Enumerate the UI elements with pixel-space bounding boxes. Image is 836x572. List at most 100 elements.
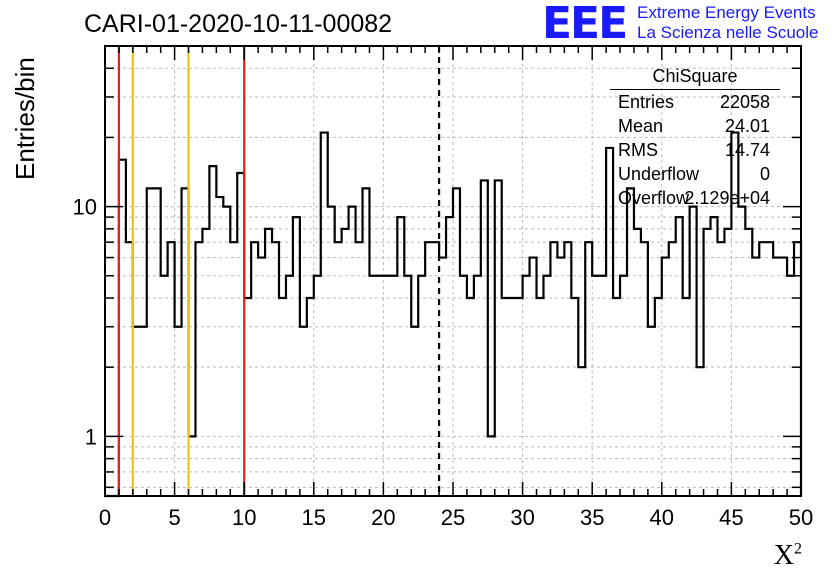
histogram-bin — [704, 229, 711, 496]
histogram-bin — [717, 242, 724, 496]
histogram-bin — [627, 188, 634, 496]
histogram-bin — [780, 258, 787, 496]
x-tick-label: 45 — [719, 505, 743, 530]
histogram-bin — [662, 258, 669, 496]
histogram-bin — [592, 276, 599, 496]
histogram-bin — [773, 258, 780, 496]
stats-value: 2.129e+04 — [684, 188, 770, 208]
histogram-bin — [711, 217, 718, 496]
histogram-bin — [509, 298, 516, 496]
histogram-bin — [300, 327, 307, 496]
histogram-bin — [397, 217, 404, 496]
histogram-bin — [376, 276, 383, 496]
stats-title: ChiSquare — [610, 66, 780, 90]
eee-logo-text: Extreme Energy Events La Scienza nelle S… — [637, 3, 818, 43]
x-tick-label: 15 — [302, 505, 326, 530]
histogram-bin — [460, 276, 467, 496]
histogram-bin — [634, 229, 641, 496]
histogram-bin — [404, 276, 411, 496]
histogram-bin — [161, 276, 168, 496]
x-tick-label: 50 — [789, 505, 813, 530]
histogram-bin — [140, 327, 147, 496]
histogram-bin — [578, 367, 585, 496]
histogram-series — [105, 131, 803, 498]
histogram-bin — [335, 242, 342, 496]
histogram-bin — [342, 229, 349, 496]
histogram-bin — [787, 276, 794, 496]
x-axis-label-sup: 2 — [794, 540, 802, 558]
histogram-bin — [446, 217, 453, 496]
stats-key: Entries — [618, 92, 675, 112]
histogram-bin — [557, 258, 564, 496]
histogram-bin — [293, 217, 300, 496]
histogram-bin — [272, 242, 279, 496]
stats-key: Overflow — [618, 188, 690, 208]
histogram-bin — [648, 327, 655, 496]
histogram-bin — [481, 180, 488, 496]
histogram-bin — [620, 276, 627, 496]
histogram-bin — [258, 258, 265, 496]
histogram-bin — [418, 276, 425, 496]
histogram-bin — [265, 229, 272, 496]
histogram-bin — [209, 166, 216, 496]
histogram-bin — [251, 242, 258, 496]
histogram-bin — [202, 229, 209, 496]
histogram-bin — [537, 298, 544, 496]
x-tick-label: 40 — [650, 505, 674, 530]
histogram-bin — [752, 258, 759, 496]
histogram-bin — [690, 207, 697, 496]
x-axis-label-base: X — [773, 540, 794, 571]
histogram-bin — [474, 276, 481, 496]
stats-key: RMS — [618, 140, 658, 160]
histogram-bin — [745, 229, 752, 496]
stats-value: 22058 — [719, 92, 770, 112]
histogram-bin — [195, 242, 202, 496]
logo-line-2: La Scienza nelle Scuole — [637, 23, 819, 42]
histogram-bin — [585, 242, 592, 496]
histogram-bin — [571, 298, 578, 496]
x-tick-label: 20 — [371, 505, 395, 530]
stats-row: Underflow 0 — [610, 162, 780, 186]
histogram-bin — [363, 188, 370, 496]
histogram-bin — [307, 298, 314, 496]
stats-value: 0 — [759, 164, 770, 184]
histogram-bin — [502, 298, 509, 496]
histogram-bin — [453, 188, 460, 496]
histogram-bin — [168, 242, 175, 496]
histogram-bin — [356, 242, 363, 496]
histogram-bin — [550, 242, 557, 496]
histogram-bin — [147, 188, 154, 496]
histogram-bin — [279, 298, 286, 496]
histogram-bin — [321, 133, 328, 496]
histogram-bin — [175, 327, 182, 496]
stats-value: 14.74 — [724, 140, 770, 160]
histogram-bin — [543, 276, 550, 496]
histogram-bin — [655, 298, 662, 496]
y-tick-label: 1 — [85, 424, 97, 449]
histogram-bin — [495, 180, 502, 496]
y-axis-label: Entries/bin — [10, 57, 40, 180]
x-tick-label: 10 — [232, 505, 256, 530]
histogram-bin — [425, 242, 432, 496]
histogram-bin — [383, 276, 390, 496]
histogram-bin — [154, 188, 161, 496]
y-tick-label: 10 — [73, 195, 97, 220]
histogram-bin — [759, 242, 766, 496]
histogram-bin — [523, 276, 530, 496]
histogram-bin — [683, 298, 690, 496]
histogram-bin — [230, 242, 237, 496]
x-tick-label: 30 — [510, 505, 534, 530]
stats-value: 24.01 — [724, 116, 770, 136]
histogram-bin — [613, 298, 620, 496]
histogram-bin — [641, 242, 648, 496]
stats-box: ChiSquare Entries 22058 Mean 24.01 RMS 1… — [610, 66, 780, 210]
histogram-bin — [530, 258, 537, 496]
stats-row: Overflow 2.129e+04 — [610, 186, 780, 210]
histogram-bin — [669, 242, 676, 496]
stats-key: Underflow — [618, 164, 700, 184]
histogram-bin — [349, 207, 356, 496]
x-tick-label: 5 — [168, 505, 180, 530]
histogram-bin — [314, 276, 321, 496]
